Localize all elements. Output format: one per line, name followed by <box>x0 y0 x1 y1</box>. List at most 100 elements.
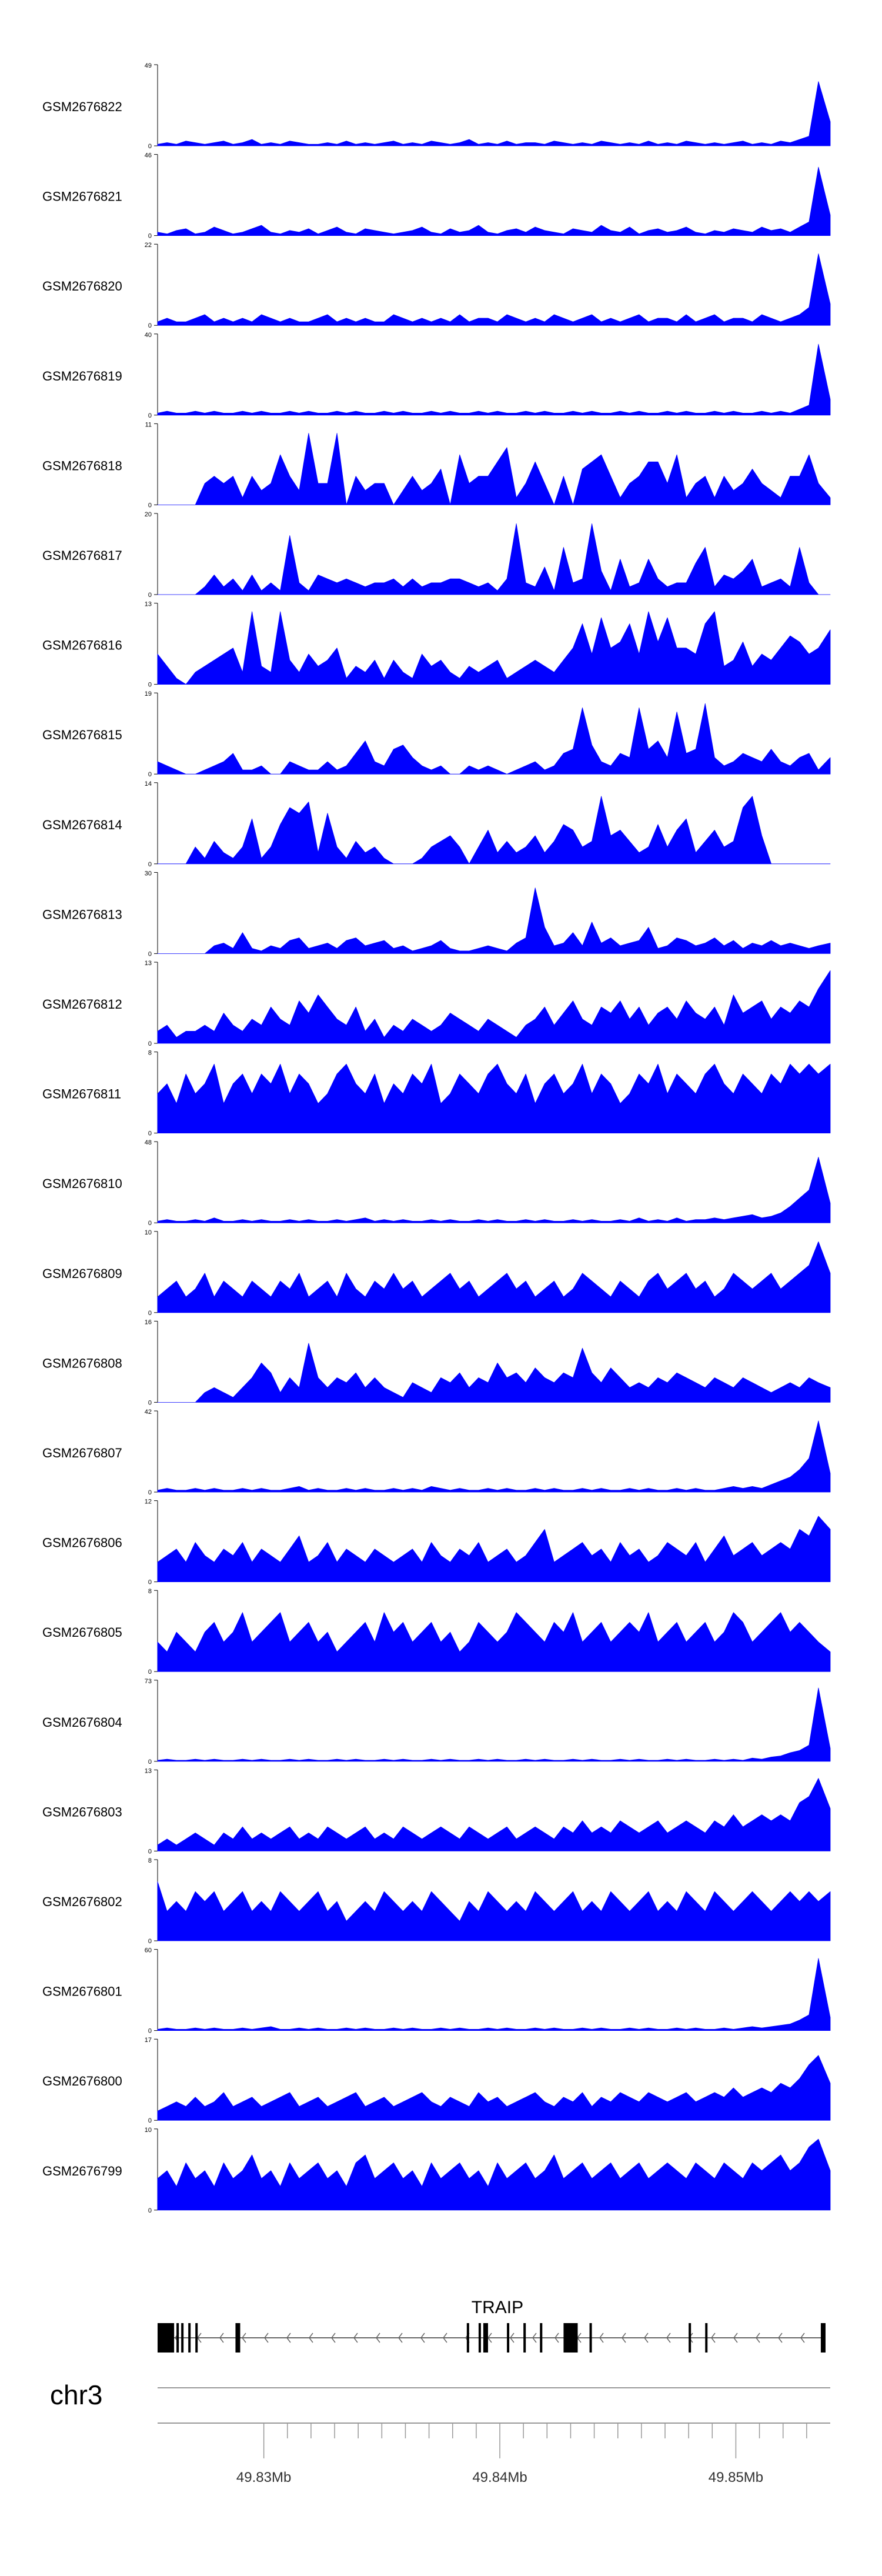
x-tick-label: 49.83Mb <box>236 2470 291 2485</box>
track-label: GSM2676818 <box>42 458 122 473</box>
track-y0-label: 0 <box>148 1759 152 1766</box>
track-ymax-label: 49 <box>145 62 152 69</box>
track-ymax-label: 14 <box>145 780 152 788</box>
strand-arrow <box>443 2333 447 2343</box>
track-y0-label: 0 <box>148 502 152 509</box>
coverage-area-GSM2676813 <box>157 887 831 954</box>
track-y0-label: 0 <box>148 1040 152 1047</box>
track-ymax-label: 20 <box>145 511 152 518</box>
track-label: GSM2676819 <box>42 369 122 383</box>
strand-arrow <box>398 2333 403 2343</box>
track-ymax-label: 10 <box>145 1229 152 1236</box>
coverage-area-GSM2676820 <box>157 253 831 326</box>
strand-arrow <box>554 2333 559 2343</box>
genome-axis: 49.83Mb 49.84Mb 49.85Mb <box>158 2422 830 2485</box>
track-ymax-label: 22 <box>145 242 152 249</box>
strand-arrow <box>219 2333 224 2343</box>
strand-arrow <box>510 2333 514 2343</box>
exon <box>188 2323 191 2353</box>
coverage-area-GSM2676801 <box>157 1958 831 2031</box>
coverage-area-GSM2676805 <box>157 1612 831 1672</box>
exon <box>507 2323 510 2353</box>
strand-arrow <box>376 2333 380 2343</box>
track-label: GSM2676804 <box>42 1715 122 1730</box>
track-label: GSM2676820 <box>42 279 122 293</box>
track-y0-label: 0 <box>148 592 152 599</box>
coverage-area-GSM2676799 <box>157 2138 831 2211</box>
track-GSM2676802: GSM2676802 8 0 <box>42 1857 831 1945</box>
track-GSM2676800: GSM2676800 17 0 <box>42 2037 831 2124</box>
track-y0-label: 0 <box>148 861 152 868</box>
track-ymax-label: 10 <box>145 2127 152 2134</box>
track-GSM2676819: GSM2676819 40 0 <box>42 332 831 419</box>
track-GSM2676815: GSM2676815 19 0 <box>42 690 831 778</box>
track-GSM2676812: GSM2676812 13 0 <box>42 960 831 1047</box>
track-y0-label: 0 <box>148 412 152 419</box>
coverage-area-GSM2676817 <box>157 523 831 595</box>
coverage-area-GSM2676809 <box>157 1241 831 1313</box>
chromosome-track: chr3 <box>50 2380 830 2410</box>
coverage-area-GSM2676815 <box>157 703 831 775</box>
track-ymax-label: 8 <box>148 1588 152 1595</box>
track-label: GSM2676799 <box>42 2164 122 2178</box>
coverage-area-GSM2676816 <box>157 611 831 685</box>
track-label: GSM2676814 <box>42 817 122 832</box>
track-label: GSM2676801 <box>42 1984 122 1999</box>
track-ymax-label: 60 <box>145 1947 152 1954</box>
strand-arrow <box>420 2333 425 2343</box>
chromosome-label: chr3 <box>50 2380 102 2410</box>
coverage-area-GSM2676810 <box>157 1157 831 1223</box>
track-GSM2676822: GSM2676822 49 0 <box>42 62 831 150</box>
track-label: GSM2676813 <box>42 907 122 922</box>
track-y0-label: 0 <box>148 1579 152 1586</box>
track-ymax-label: 13 <box>145 1767 152 1774</box>
track-label: GSM2676809 <box>42 1266 122 1281</box>
coverage-area-GSM2676821 <box>157 166 831 236</box>
track-y0-label: 0 <box>148 143 152 150</box>
track-label: GSM2676806 <box>42 1536 122 1550</box>
track-GSM2676814: GSM2676814 14 0 <box>42 780 831 868</box>
track-y0-label: 0 <box>148 1310 152 1317</box>
track-GSM2676801: GSM2676801 60 0 <box>42 1947 831 2035</box>
track-label: GSM2676800 <box>42 2074 122 2088</box>
coverage-area-GSM2676806 <box>157 1516 831 1582</box>
strand-arrow <box>331 2333 336 2343</box>
track-y0-label: 0 <box>148 1848 152 1855</box>
exon <box>158 2323 175 2353</box>
exon <box>589 2323 592 2353</box>
track-ymax-label: 13 <box>145 960 152 967</box>
track-ymax-label: 40 <box>145 332 152 339</box>
track-y0-label: 0 <box>148 1938 152 1945</box>
track-ymax-label: 17 <box>145 2037 152 2044</box>
track-y0-label: 0 <box>148 2207 152 2214</box>
track-GSM2676810: GSM2676810 48 0 <box>42 1139 831 1227</box>
track-label: GSM2676805 <box>42 1625 122 1640</box>
track-y0-label: 0 <box>148 1399 152 1406</box>
track-y0-label: 0 <box>148 1669 152 1676</box>
strand-arrow <box>242 2333 246 2343</box>
strand-arrow <box>644 2333 649 2343</box>
coverage-area-GSM2676818 <box>157 433 831 505</box>
track-label: GSM2676815 <box>42 728 122 742</box>
track-label: GSM2676808 <box>42 1356 122 1370</box>
exon <box>195 2323 198 2353</box>
track-GSM2676806: GSM2676806 12 0 <box>42 1499 831 1586</box>
track-y0-label: 0 <box>148 2028 152 2035</box>
track-label: GSM2676803 <box>42 1804 122 1819</box>
track-ymax-label: 8 <box>148 1857 152 1864</box>
exon <box>478 2323 481 2353</box>
track-GSM2676820: GSM2676820 22 0 <box>42 242 831 329</box>
track-GSM2676816: GSM2676816 13 0 <box>42 601 831 689</box>
coverage-area-GSM2676804 <box>157 1687 831 1762</box>
track-label: GSM2676821 <box>42 189 122 204</box>
coverage-area-GSM2676803 <box>157 1778 831 1851</box>
exon <box>176 2323 179 2353</box>
exon <box>705 2323 708 2353</box>
track-y0-label: 0 <box>148 322 152 329</box>
strand-arrow <box>286 2333 291 2343</box>
strand-arrow <box>711 2333 716 2343</box>
track-ymax-label: 46 <box>145 152 152 159</box>
exon <box>523 2323 526 2353</box>
track-y0-label: 0 <box>148 1220 152 1227</box>
